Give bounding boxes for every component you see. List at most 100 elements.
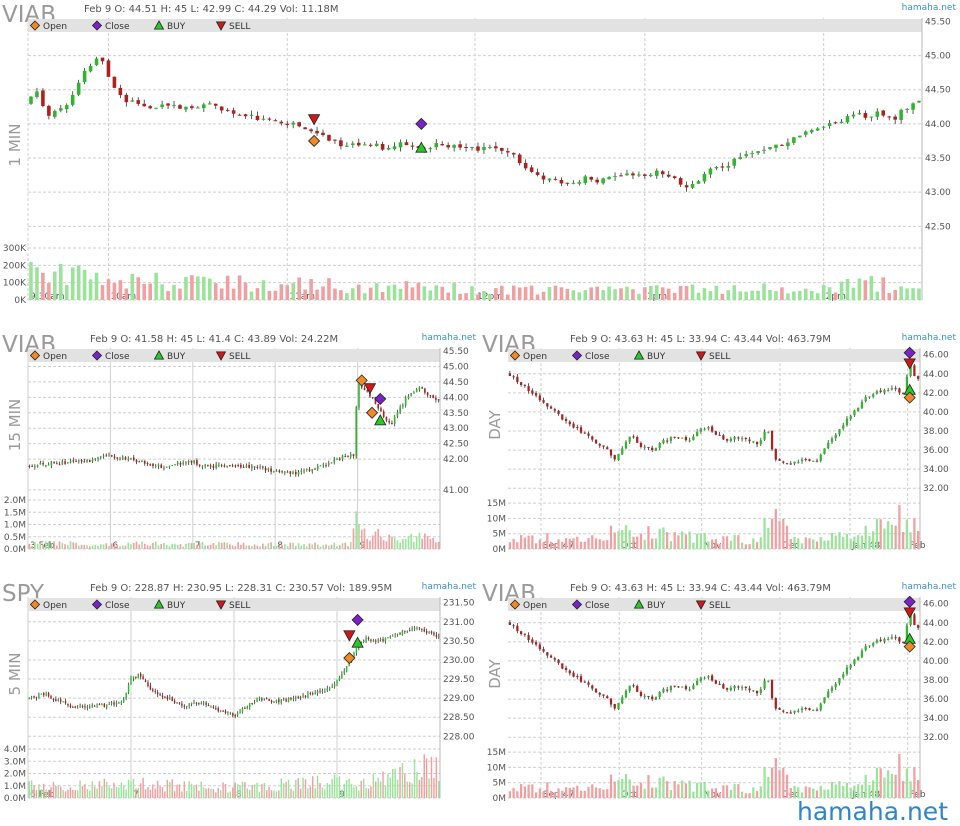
volume-bar (47, 283, 51, 300)
candle-body (226, 465, 228, 467)
candle-body (333, 683, 336, 687)
candle-body (606, 696, 609, 699)
volume-bar (786, 293, 790, 300)
volume-bar (34, 542, 36, 549)
volume-bar (755, 542, 759, 549)
volume-bar (853, 785, 856, 798)
volume-bar (738, 291, 743, 300)
volume-bar (711, 539, 714, 549)
volume-bar (860, 784, 864, 798)
volume-bar (91, 781, 93, 798)
price-tick-label: 43.00 (925, 188, 951, 198)
candle-body (819, 703, 822, 710)
volume-bar (740, 791, 744, 798)
candle-body (654, 447, 658, 451)
candle-body (583, 176, 588, 184)
volume-bar (418, 780, 421, 798)
volume-bar (827, 789, 830, 798)
legend-buy-icon (153, 599, 165, 609)
candle-body (583, 681, 586, 683)
volume-bar (647, 775, 650, 798)
candle-body (326, 688, 329, 691)
volume-bar (815, 790, 819, 798)
marker-open-icon (365, 406, 379, 419)
candle-body (58, 108, 63, 111)
volume-bar (872, 531, 875, 549)
candle-body (595, 179, 599, 183)
volume-bar (729, 789, 732, 798)
volume-bar (56, 545, 58, 549)
price-tick-label: 44.00 (443, 393, 469, 403)
volume-bar (869, 275, 874, 300)
volume-bar (898, 504, 901, 549)
candle-body (750, 153, 754, 155)
candle-body (602, 445, 605, 447)
candle-body (273, 471, 275, 473)
volume-bar (692, 791, 695, 798)
volume-bar (860, 535, 864, 549)
candle-body (643, 174, 647, 176)
candle-body (672, 176, 677, 179)
volume-bar (83, 544, 86, 549)
candle-body (138, 461, 141, 463)
time-tick-label: 6 (112, 541, 118, 551)
volume-bar (523, 786, 526, 798)
volume-bar (338, 776, 341, 798)
candle-body (860, 401, 864, 409)
volume-bar (643, 539, 646, 549)
volume-bar (215, 792, 217, 798)
candle-body (352, 454, 355, 456)
volume-bar (241, 781, 244, 798)
candle-body (190, 702, 193, 705)
candle-body (868, 396, 871, 398)
candle-body (229, 712, 232, 714)
candle-body (511, 153, 516, 155)
volume-bar (917, 288, 921, 300)
volume-bar (624, 525, 628, 549)
candle-body (863, 113, 868, 118)
candle-body (666, 440, 669, 442)
volume-bar (374, 531, 377, 549)
volume-bar (160, 284, 164, 300)
candle-body (589, 176, 594, 180)
volume-bar (768, 289, 772, 300)
volume-bar (393, 537, 396, 549)
volume-bar (890, 524, 894, 549)
volume-bar (183, 781, 186, 798)
volume-bar (849, 788, 852, 798)
candle-body (183, 705, 186, 707)
candle-body (307, 693, 309, 698)
candle-body (883, 638, 886, 642)
legend-open-icon (509, 599, 521, 610)
legend-open-icon (29, 350, 41, 361)
ohlc-header: Feb 9 O: 228.87 H: 230.95 L: 228.31 C: 2… (90, 583, 392, 594)
candle-body (744, 154, 748, 157)
volume-bar (838, 781, 841, 798)
candle-body (290, 697, 292, 700)
candle-body (476, 146, 480, 151)
candle-body (294, 471, 297, 475)
volume-bar (168, 546, 171, 549)
candle-body (75, 460, 77, 462)
candle-body (338, 458, 341, 460)
legend-buy-icon (633, 350, 645, 360)
candle-body (756, 151, 760, 154)
volume-bar (654, 285, 659, 300)
volume-bar (148, 283, 152, 300)
candle-body (872, 394, 875, 397)
candle-body (379, 639, 382, 641)
volume-bar (434, 285, 439, 300)
candle-body (190, 106, 194, 109)
volume-bar (370, 786, 372, 798)
candle-body (178, 702, 181, 704)
volume-bar (583, 290, 588, 300)
candle-body (684, 437, 688, 441)
candle-body (184, 106, 188, 110)
candle-body (774, 448, 777, 460)
candle-body (617, 454, 620, 460)
volume-bar (181, 791, 183, 798)
candle-body (438, 636, 440, 638)
volume-bar (327, 278, 331, 300)
candle-body (413, 392, 415, 394)
volume-bar (778, 770, 781, 798)
